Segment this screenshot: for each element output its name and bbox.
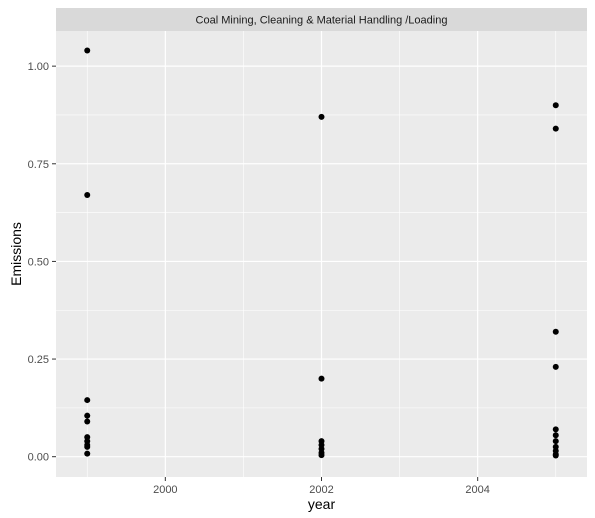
- x-tick-label: 2000: [153, 484, 177, 496]
- data-point: [552, 328, 559, 335]
- y-axis: 0.00 0.25 0.50 0.75 1.00: [28, 61, 56, 464]
- data-point: [84, 418, 91, 425]
- data-point: [318, 113, 325, 120]
- facet-strip-label: Coal Mining, Cleaning & Material Handlin…: [196, 15, 448, 27]
- y-tick-label: 0.75: [28, 159, 49, 171]
- strip-background: [56, 8, 587, 31]
- y-axis-title: Emissions: [8, 222, 24, 286]
- data-point: [84, 443, 91, 450]
- data-point: [84, 192, 91, 199]
- data-point: [552, 438, 559, 445]
- y-tick-label: 1.00: [28, 61, 49, 73]
- data-point: [318, 375, 325, 382]
- data-point: [552, 102, 559, 109]
- y-tick-label: 0.00: [28, 452, 49, 464]
- major-gridlines: [56, 31, 587, 477]
- x-tick-label: 2004: [465, 484, 489, 496]
- data-point: [552, 432, 559, 439]
- data-point: [552, 125, 559, 132]
- data-point: [84, 397, 91, 404]
- data-points: [84, 47, 559, 459]
- x-tick-label: 2002: [309, 484, 333, 496]
- x-axis: 2000 2002 2004: [153, 477, 490, 496]
- data-point: [318, 452, 325, 459]
- data-point: [84, 412, 91, 419]
- y-tick-label: 0.25: [28, 354, 49, 366]
- data-point: [552, 426, 559, 433]
- data-point: [552, 363, 559, 370]
- data-point: [84, 47, 91, 54]
- y-tick-label: 0.50: [28, 256, 49, 268]
- data-point: [552, 452, 559, 459]
- data-point: [84, 450, 91, 457]
- x-axis-title: year: [308, 496, 336, 512]
